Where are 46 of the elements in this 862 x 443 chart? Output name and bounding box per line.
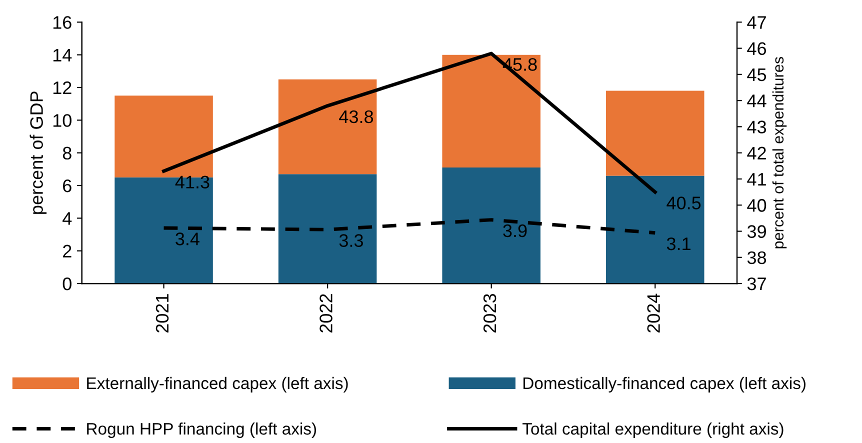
- y2-tick-label: 45: [747, 68, 766, 82]
- y2-tick-label: 43: [747, 120, 766, 134]
- bar: [606, 90, 704, 176]
- bar: [278, 79, 377, 174]
- bar: [114, 177, 213, 284]
- bar: [442, 168, 540, 284]
- y-tick-label: 8: [62, 146, 72, 160]
- x-tick-label: 2022: [320, 294, 332, 332]
- data-label: 3.1: [666, 237, 690, 250]
- y2-tick-label: 42: [747, 146, 766, 160]
- y2-tick-label: 39: [747, 225, 766, 238]
- y2-tick-label: 46: [747, 42, 766, 56]
- bar: [114, 96, 213, 178]
- y2-tick-label: 41: [747, 173, 766, 186]
- y-tick-label: 14: [53, 48, 72, 62]
- data-label: 3.3: [339, 234, 363, 247]
- y-axis-title: percent of GDP: [30, 92, 47, 214]
- legend-label: Externally-financed capex (left axis): [87, 376, 348, 392]
- x-tick-label: 2023: [483, 294, 496, 332]
- x-tick-label: 2021: [156, 294, 169, 332]
- data-label: 3.9: [503, 224, 527, 238]
- bar: [442, 54, 540, 168]
- y2-tick-label: 40: [747, 199, 766, 212]
- data-label: 3.4: [176, 232, 200, 246]
- y-tick-label: 12: [53, 81, 72, 94]
- y2-tick-label: 44: [747, 94, 766, 108]
- x-tick-label: 2024: [647, 294, 660, 332]
- line-series: [162, 52, 657, 194]
- y2-tick-label: 37: [747, 277, 766, 290]
- y-tick-label: 4: [62, 212, 72, 225]
- y-tick-label: 0: [62, 277, 72, 290]
- y2-tick-label: 47: [747, 16, 766, 29]
- y-tick-label: 2: [63, 244, 72, 258]
- data-label: 41.3: [175, 176, 210, 188]
- legend-label: Total capital expenditure (right axis): [522, 422, 784, 438]
- bar: [606, 176, 704, 284]
- y2-axis-title: percent of total expenditures: [772, 56, 787, 248]
- data-label: 43.8: [339, 110, 374, 124]
- legend-label: Rogun HPP financing (left axis): [87, 422, 316, 438]
- y-tick-label: 16: [53, 16, 72, 29]
- data-label: 40.5: [666, 196, 701, 210]
- y-tick-label: 10: [53, 114, 72, 127]
- y2-tick-label: 38: [747, 251, 766, 264]
- y-tick-label: 6: [63, 179, 72, 192]
- legend-label: Domestically-financed capex (left axis): [524, 376, 806, 392]
- bar: [278, 174, 377, 284]
